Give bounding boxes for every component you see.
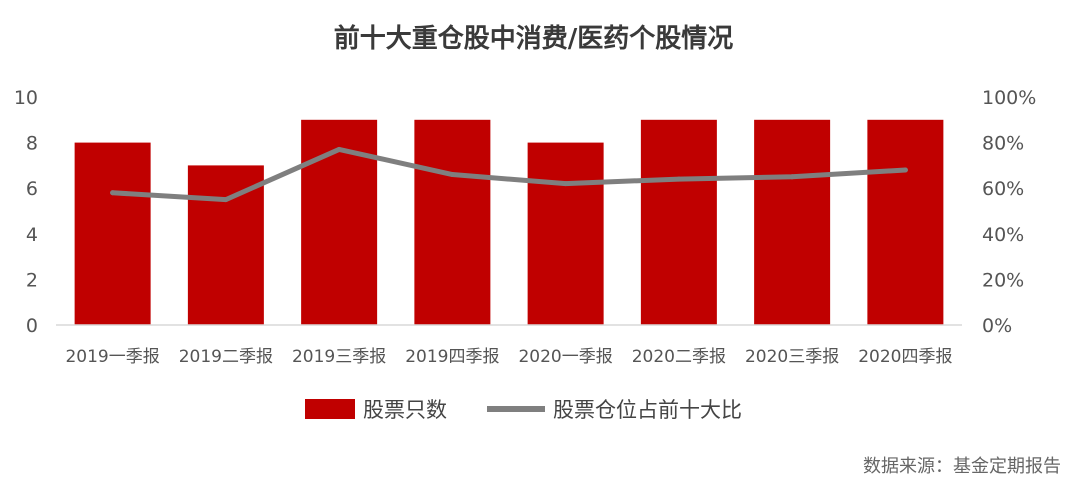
- bar-4: [414, 119, 491, 325]
- y-right-tick-label: 40%: [982, 224, 1024, 246]
- x-tick-label: 2019一季报: [65, 347, 159, 367]
- x-tick-label: 2020三季报: [745, 347, 839, 367]
- line-point-5: [563, 181, 569, 187]
- line-point-1: [110, 190, 116, 196]
- y-left-tick-label: 8: [26, 133, 38, 155]
- line-point-2: [223, 197, 229, 203]
- bar-6: [640, 119, 717, 325]
- y-left-tick-label: 6: [26, 178, 38, 200]
- legend-label-line: 股票仓位占前十大比: [553, 398, 742, 422]
- y-right-tick-label: 60%: [982, 178, 1024, 200]
- y-right-tick-label: 100%: [982, 87, 1036, 109]
- x-tick-label: 2019三季报: [292, 347, 386, 367]
- y-left-tick-label: 10: [14, 87, 38, 109]
- legend-swatch-bar: [305, 399, 355, 419]
- legend-label-bar: 股票只数: [363, 398, 447, 422]
- line-point-7: [789, 174, 795, 180]
- x-tick-label: 2020四季报: [858, 347, 952, 367]
- y-left-tick-label: 4: [26, 224, 38, 246]
- bar-1: [74, 142, 151, 325]
- legend-swatch-line: [487, 406, 545, 412]
- y-right-tick-label: 80%: [982, 133, 1024, 155]
- legend-item-line: 股票仓位占前十大比: [487, 392, 742, 426]
- x-tick-label: 2019四季报: [405, 347, 499, 367]
- bar-8: [867, 119, 944, 325]
- line-series-position-ratio: [110, 146, 908, 203]
- source-note: 数据来源：基金定期报告: [863, 456, 1061, 477]
- y-left-tick-label: 0: [26, 315, 38, 337]
- chart-title: 前十大重仓股中消费/医药个股情况: [333, 24, 734, 54]
- x-tick-label: 2020二季报: [632, 347, 726, 367]
- line-point-4: [449, 172, 455, 178]
- line-point-8: [902, 167, 908, 173]
- bar-5: [527, 142, 604, 325]
- bar-2: [187, 165, 264, 325]
- y-left-tick-label: 2: [26, 269, 38, 291]
- x-tick-label: 2020一季报: [518, 347, 612, 367]
- legend-item-bar: 股票只数: [305, 392, 447, 426]
- line-point-6: [676, 176, 682, 182]
- bar-7: [754, 119, 831, 325]
- chart-legend: 股票只数 股票仓位占前十大比: [0, 392, 1067, 426]
- y-right-tick-label: 0%: [982, 315, 1012, 337]
- x-tick-label: 2019二季报: [179, 347, 273, 367]
- y-right-tick-label: 20%: [982, 269, 1024, 291]
- line-point-3: [336, 146, 342, 152]
